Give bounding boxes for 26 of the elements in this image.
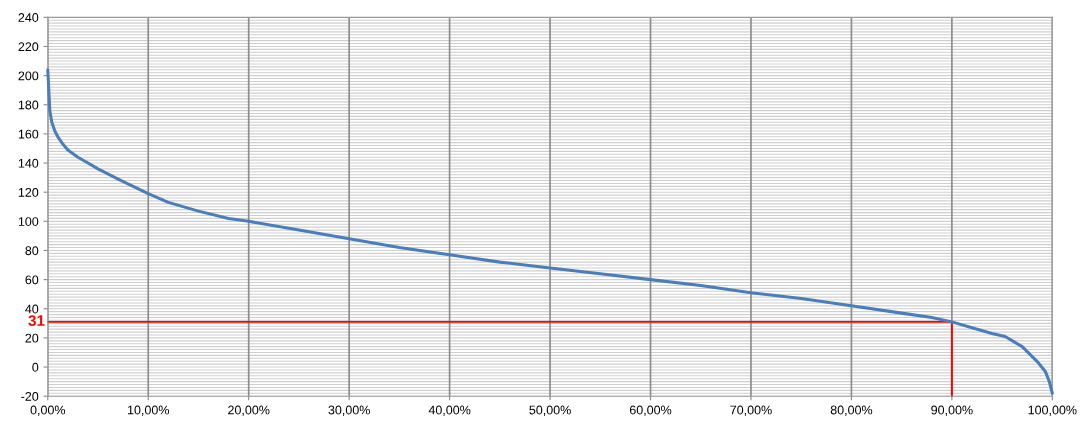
y-tick-label: 120 xyxy=(18,187,39,197)
x-tick-label: 50,00% xyxy=(529,405,571,416)
x-tick-label: 20,00% xyxy=(228,405,270,416)
y-tick-label: 40 xyxy=(25,304,39,314)
y-tick-label: 100 xyxy=(18,217,39,226)
x-tick-label: 100,00% xyxy=(1028,405,1077,416)
y-tick-label: 80 xyxy=(25,246,39,256)
x-tick-label: 60,00% xyxy=(629,405,672,416)
x-tick-label: 70,00% xyxy=(730,405,772,416)
x-tick-label: 10,00% xyxy=(128,405,169,416)
y-tick-label: 140 xyxy=(18,158,39,168)
y-tick-label: 200 xyxy=(18,71,39,81)
y-tick-label: -20 xyxy=(21,392,39,401)
y-tick-label: 220 xyxy=(18,42,39,52)
y-tick-label: 20 xyxy=(25,333,39,343)
y-tick-label: 180 xyxy=(18,100,39,110)
x-tick-label: 0,00% xyxy=(30,405,66,416)
y-tick-label: 60 xyxy=(25,275,39,285)
x-tick-label: 80,00% xyxy=(830,405,873,416)
y-tick-label: 160 xyxy=(18,129,39,139)
x-tick-label: 40,00% xyxy=(428,405,471,416)
y-tick-label: 0 xyxy=(32,362,39,372)
x-tick-label: 30,00% xyxy=(328,405,370,416)
y-tick-label: 240 xyxy=(18,13,39,22)
annotation: 31 xyxy=(28,315,45,326)
x-tick-label: 90,00% xyxy=(931,405,973,416)
